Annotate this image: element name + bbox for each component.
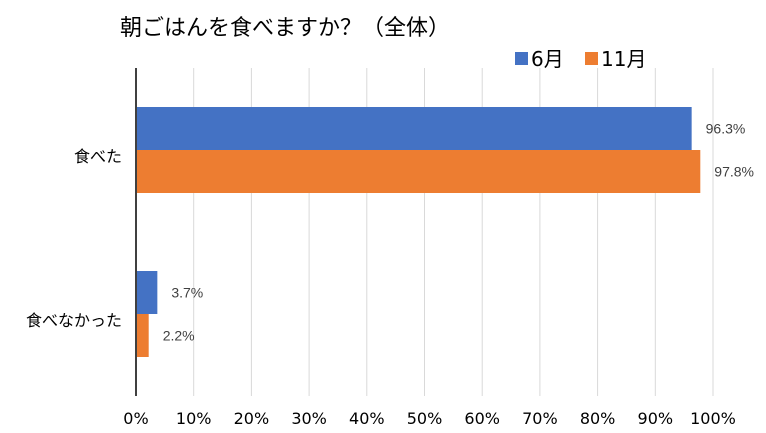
data-label-june-0: 96.3% bbox=[706, 121, 746, 137]
x-tick-label: 30% bbox=[291, 409, 327, 428]
chart-title: 朝ごはんを食べますか？（全体） bbox=[120, 16, 450, 41]
data-label-june-1: 3.7% bbox=[171, 285, 203, 301]
x-tick-label: 90% bbox=[638, 409, 674, 428]
legend-label-june: 6月 bbox=[531, 47, 564, 71]
x-tick-label: 100% bbox=[690, 409, 736, 428]
x-tick-label: 0% bbox=[123, 409, 148, 428]
bars bbox=[137, 107, 701, 357]
category-label-did-not-eat: 食べなかった bbox=[26, 311, 122, 330]
x-tick-label: 70% bbox=[522, 409, 558, 428]
data-labels: 96.3% 97.8% 3.7% 2.2% bbox=[163, 121, 754, 344]
x-tick-label: 50% bbox=[407, 409, 443, 428]
bar-june-0 bbox=[137, 107, 692, 150]
data-label-november-1: 2.2% bbox=[163, 328, 195, 344]
legend-swatch-november bbox=[585, 52, 598, 65]
x-tick-label: 80% bbox=[580, 409, 616, 428]
x-tick-label: 20% bbox=[234, 409, 270, 428]
data-label-november-0: 97.8% bbox=[714, 164, 754, 180]
bar-june-1 bbox=[137, 271, 158, 314]
x-tick-label: 40% bbox=[349, 409, 385, 428]
bar-november-1 bbox=[137, 314, 149, 357]
x-tick-label: 10% bbox=[176, 409, 212, 428]
legend-swatch-june bbox=[515, 52, 528, 65]
legend: 6月 11月 bbox=[515, 47, 646, 71]
x-axis-ticks: 0% 10% 20% 30% 40% 50% 60% 70% 80% 90% 100% bbox=[123, 409, 736, 428]
bar-november-0 bbox=[137, 150, 701, 193]
legend-label-november: 11月 bbox=[601, 47, 646, 71]
x-tick-label: 60% bbox=[464, 409, 500, 428]
category-label-ate: 食べた bbox=[74, 147, 122, 166]
